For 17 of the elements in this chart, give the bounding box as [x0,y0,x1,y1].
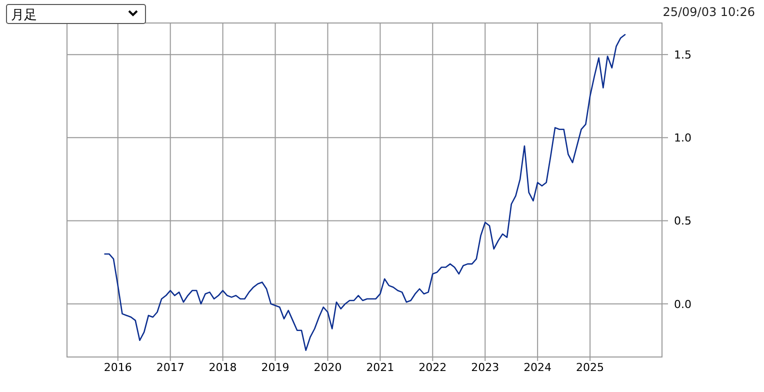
x-tick-label: 2024 [524,361,552,374]
y-tick-label: 0.0 [674,298,692,311]
x-tick-label: 2019 [261,361,290,374]
x-tick-label: 2020 [314,361,342,374]
x-tick-label: 2025 [576,361,604,374]
y-tick-label: 0.5 [674,214,692,228]
x-tick-label: 2021 [366,361,394,374]
x-tick-label: 2016 [104,361,132,374]
y-tick-label: 1.0 [674,132,692,145]
x-tick-label: 2017 [156,361,184,374]
y-tick-label: 1.5 [674,48,692,62]
x-tick-label: 2022 [418,361,447,374]
x-tick-label: 2018 [208,361,237,374]
x-tick-label: 2023 [471,361,500,374]
text: 25/09/03 10:26 [662,5,755,19]
text: 月足 [11,8,37,23]
line-series [104,34,626,351]
